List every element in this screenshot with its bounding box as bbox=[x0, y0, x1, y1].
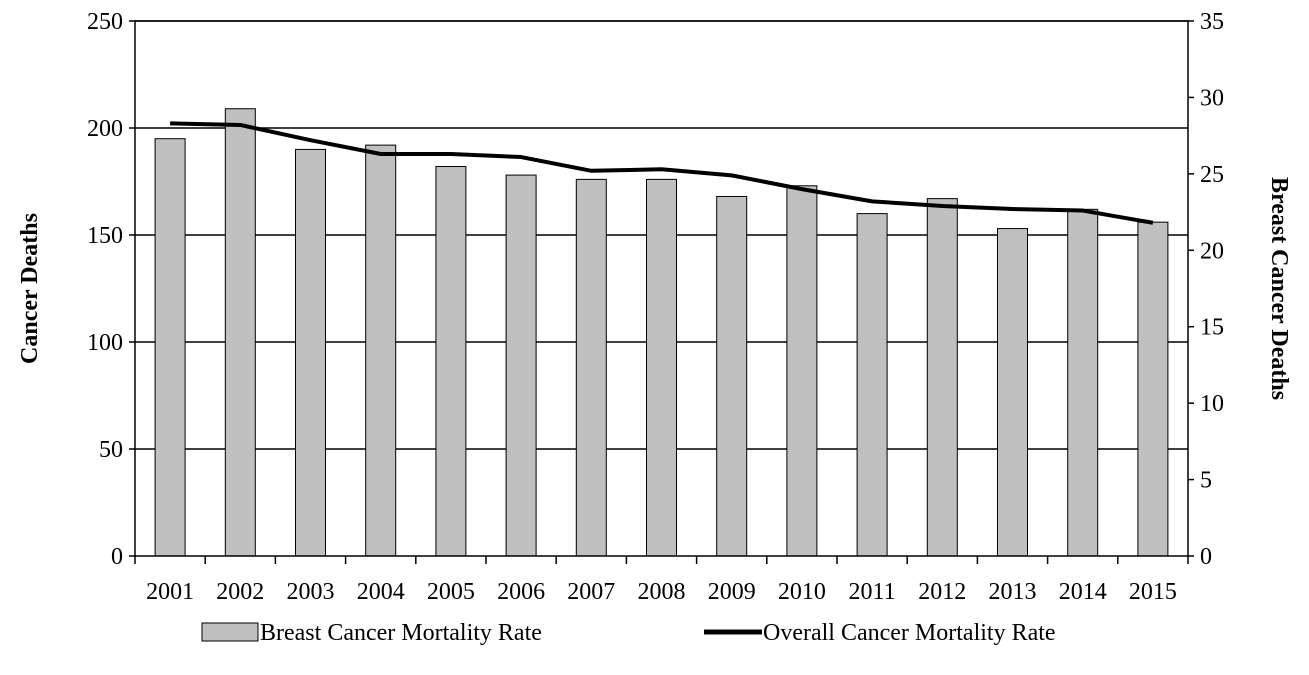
bar bbox=[926, 198, 958, 557]
line-overall-cancer bbox=[170, 121, 1154, 225]
x-tick-label: 2014 bbox=[1059, 579, 1107, 605]
right-tick-label: 25 bbox=[1200, 162, 1224, 188]
bar bbox=[716, 195, 748, 557]
line-series bbox=[170, 121, 1154, 225]
x-tick-label: 2010 bbox=[778, 579, 826, 605]
plot-frame bbox=[134, 20, 1189, 557]
left-tick-label: 50 bbox=[99, 437, 123, 463]
bar bbox=[505, 174, 537, 557]
right-tick-label: 15 bbox=[1200, 315, 1224, 341]
legend: Breast Cancer Mortality Rate Overall Can… bbox=[201, 620, 1056, 646]
x-tick-label: 2002 bbox=[216, 579, 264, 605]
tick-labels: 0 50 100 150 200 250 0 5 10 15 20 25 30 35 2001 2002 200… bbox=[87, 9, 1224, 605]
bar bbox=[786, 185, 818, 557]
right-tick-label: 0 bbox=[1200, 544, 1212, 570]
x-tick-label: 2005 bbox=[427, 579, 475, 605]
right-tick-label: 35 bbox=[1200, 9, 1224, 35]
bar bbox=[365, 144, 397, 557]
bar bbox=[997, 228, 1028, 557]
bar bbox=[295, 148, 326, 557]
legend-bar-swatch bbox=[201, 622, 259, 642]
x-tick-label: 2015 bbox=[1129, 579, 1177, 605]
left-tick-label: 150 bbox=[87, 223, 123, 249]
axes bbox=[129, 20, 1194, 564]
left-axis-title: Cancer Deaths bbox=[17, 213, 43, 364]
x-tick-label: 2009 bbox=[708, 579, 756, 605]
x-tick-label: 2003 bbox=[287, 579, 335, 605]
left-tick-label: 100 bbox=[87, 330, 123, 356]
bar bbox=[224, 108, 256, 557]
x-tick-label: 2008 bbox=[638, 579, 686, 605]
bar bbox=[856, 213, 888, 557]
legend-line-label: Overall Cancer Mortality Rate bbox=[763, 620, 1056, 646]
bar bbox=[435, 166, 467, 557]
x-tick-label: 2011 bbox=[849, 579, 896, 605]
right-tick-label: 30 bbox=[1200, 85, 1224, 111]
bar bbox=[1067, 208, 1099, 557]
bar bbox=[575, 178, 607, 557]
x-tick-label: 2013 bbox=[989, 579, 1037, 605]
bar bbox=[154, 138, 186, 557]
x-tick-label: 2006 bbox=[497, 579, 545, 605]
left-tick-label: 200 bbox=[87, 116, 123, 142]
x-tick-label: 2004 bbox=[357, 579, 405, 605]
x-tick-label: 2007 bbox=[567, 579, 615, 605]
right-tick-label: 5 bbox=[1200, 468, 1212, 494]
bar bbox=[1137, 221, 1169, 557]
right-axis-title: Breast Cancer Deaths bbox=[1266, 177, 1292, 400]
legend-bar-label: Breast Cancer Mortality Rate bbox=[260, 620, 542, 646]
bar-series bbox=[154, 108, 1169, 557]
right-tick-label: 20 bbox=[1200, 238, 1224, 264]
x-tick-label: 2001 bbox=[146, 579, 194, 605]
left-tick-label: 0 bbox=[111, 544, 123, 570]
left-tick-label: 250 bbox=[87, 9, 123, 35]
right-tick-label: 10 bbox=[1200, 391, 1224, 417]
x-tick-label: 2012 bbox=[918, 579, 966, 605]
bar bbox=[646, 178, 677, 557]
